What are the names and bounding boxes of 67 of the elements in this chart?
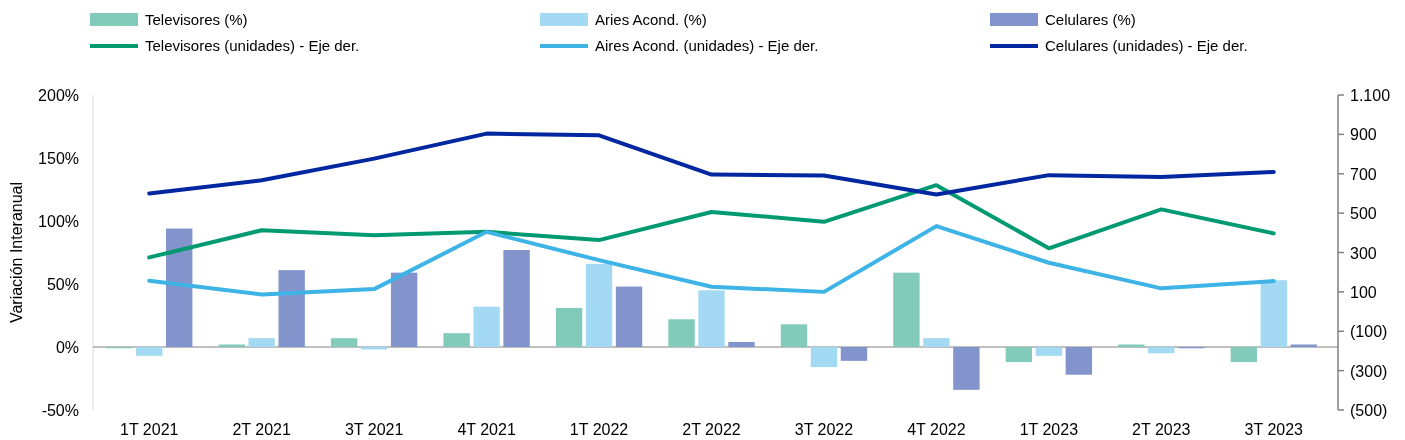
bar	[473, 306, 500, 347]
y2-tick-label: 700	[1350, 165, 1377, 183]
bar	[893, 272, 920, 347]
bar	[1290, 344, 1317, 347]
y2-tick-label: 1.100	[1350, 87, 1391, 104]
bar	[443, 333, 470, 347]
x-tick-label: 1T 2021	[120, 421, 179, 438]
y-tick-label: 200%	[38, 87, 79, 104]
y2-tick-label: 500	[1350, 205, 1377, 223]
legend-label: Aries Acond. (%)	[595, 11, 707, 28]
bar	[810, 347, 838, 368]
line-series	[147, 183, 1276, 260]
bar	[278, 270, 305, 347]
bar	[615, 286, 643, 347]
bar	[1118, 344, 1145, 347]
x-tick-label: 1T 2022	[569, 421, 629, 438]
bar	[136, 347, 163, 356]
x-tick-label: 2T 2023	[1132, 421, 1191, 438]
bar	[1065, 347, 1093, 375]
bar	[923, 338, 950, 347]
line-series	[147, 131, 1276, 197]
y2-tick-label: (300)	[1350, 362, 1388, 380]
x-tick-label: 3T 2022	[794, 421, 854, 438]
legend-label: Televisores (unidades) - Eje der.	[145, 37, 360, 54]
x-tick-label: 2T 2021	[232, 421, 291, 438]
line-series	[147, 224, 1276, 297]
bar	[728, 341, 755, 347]
bar	[330, 338, 358, 347]
y-tick-label: 150%	[38, 150, 79, 167]
bar	[1260, 280, 1287, 347]
y-tick-label: -50%	[41, 402, 79, 419]
x-tick-label: 1T 2023	[1019, 421, 1079, 438]
bar	[953, 347, 980, 390]
bar	[248, 338, 275, 347]
bar	[555, 307, 583, 347]
bar	[668, 319, 695, 347]
bar	[1230, 347, 1257, 363]
bar	[390, 272, 418, 347]
bar	[698, 290, 725, 347]
y2-tick-label: (100)	[1350, 323, 1388, 341]
bar	[166, 228, 193, 347]
y2-tick-label: (500)	[1350, 402, 1388, 419]
y-tick-label: 0%	[55, 339, 79, 356]
legend-label: Celulares (%)	[1045, 11, 1136, 28]
bar	[503, 249, 530, 347]
x-tick-label: 3T 2021	[344, 421, 404, 438]
y-axis-title: Variación Interanual	[8, 181, 25, 324]
bar	[780, 324, 808, 347]
legend-label: Aires Acond. (unidades) - Eje der.	[595, 37, 819, 54]
y2-tick-label: 900	[1350, 126, 1377, 144]
bar	[1148, 347, 1175, 354]
legend-label: Televisores (%)	[145, 11, 248, 28]
x-tick-label: 4T 2021	[457, 421, 516, 438]
bar	[360, 347, 388, 350]
y-tick-label: 50%	[46, 276, 79, 293]
x-tick-label: 4T 2022	[907, 421, 966, 438]
x-tick-label: 3T 2023	[1244, 421, 1304, 438]
bar	[585, 263, 613, 347]
y-tick-label: 100%	[38, 213, 79, 230]
legend-label: Celulares (unidades) - Eje der.	[1045, 37, 1248, 54]
y2-tick-label: 100	[1350, 283, 1377, 301]
bar	[1005, 347, 1033, 363]
x-tick-label: 2T 2022	[682, 421, 741, 438]
y2-tick-label: 300	[1350, 244, 1377, 262]
bar	[218, 344, 245, 347]
bar	[840, 347, 868, 361]
bar	[1035, 347, 1063, 356]
